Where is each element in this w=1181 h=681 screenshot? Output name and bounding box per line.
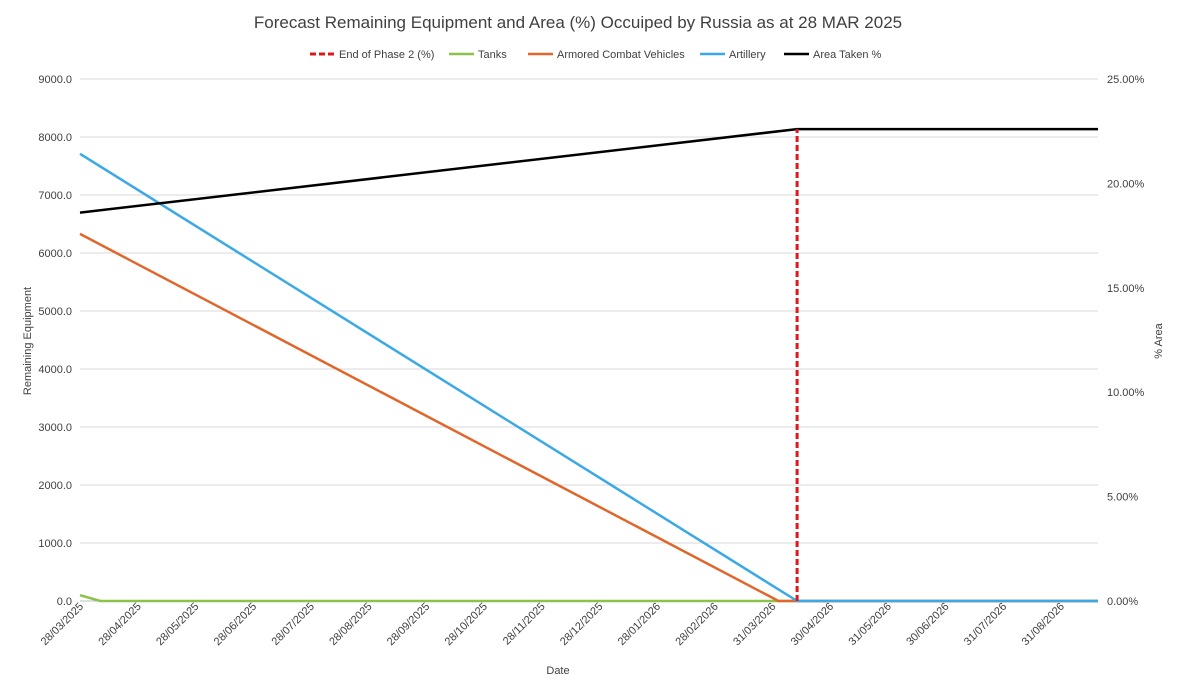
legend-label: End of Phase 2 (%) bbox=[339, 49, 434, 61]
y-tick-label: 7000.0 bbox=[38, 190, 72, 202]
x-tick-label: 28/08/2025 bbox=[327, 601, 374, 648]
y-tick-label: 1000.0 bbox=[38, 538, 72, 550]
x-tick-label: 28/04/2025 bbox=[96, 601, 143, 648]
x-tick-label: 30/04/2026 bbox=[789, 601, 836, 648]
chart-title: Forecast Remaining Equipment and Area (%… bbox=[254, 13, 902, 32]
x-tick-label: 31/08/2026 bbox=[1020, 601, 1067, 648]
x-tick-label: 31/03/2026 bbox=[731, 601, 778, 648]
x-axis-ticks: 28/03/2025 28/04/2025 28/05/2025 28/06/2025… bbox=[39, 601, 1067, 648]
series-group bbox=[79, 127, 1098, 603]
legend: End of Phase 2 (%) Tanks Armored Combat Ve… bbox=[310, 49, 882, 61]
series-line-artillery bbox=[79, 152, 1098, 603]
x-tick-label: 28/06/2025 bbox=[212, 601, 259, 648]
legend-label: Tanks bbox=[478, 49, 507, 61]
x-tick-label: 28/02/2026 bbox=[673, 601, 720, 648]
y2-tick-label: 15.00% bbox=[1107, 283, 1145, 295]
x-tick-label: 28/07/2025 bbox=[270, 601, 317, 648]
series-line-area-taken bbox=[79, 127, 1098, 214]
x-tick-label: 28/11/2025 bbox=[501, 601, 548, 648]
x-tick-label: 30/06/2026 bbox=[904, 601, 951, 648]
legend-label: Artillery bbox=[729, 49, 766, 61]
gridlines bbox=[80, 78, 1098, 602]
x-tick-label: 28/10/2025 bbox=[443, 601, 490, 648]
y-axis-ticks: 0.0 1000.0 2000.0 3000.0 4000.0 5000.0 6000.0 7… bbox=[38, 74, 72, 608]
x-tick-label: 28/01/2026 bbox=[616, 601, 663, 648]
y-tick-label: 2000.0 bbox=[38, 480, 72, 492]
y-tick-label: 5000.0 bbox=[38, 306, 72, 318]
y-tick-label: 6000.0 bbox=[38, 248, 72, 260]
y-tick-label: 3000.0 bbox=[38, 422, 72, 434]
legend-label: Armored Combat Vehicles bbox=[557, 49, 685, 61]
x-tick-label: 28/09/2025 bbox=[385, 601, 432, 648]
y2-tick-label: 20.00% bbox=[1107, 178, 1145, 190]
y2-tick-label: 5.00% bbox=[1107, 492, 1138, 504]
x-tick-label: 28/12/2025 bbox=[558, 601, 605, 648]
y-tick-label: 8000.0 bbox=[38, 132, 72, 144]
series-line-armored-combat-vehicles bbox=[79, 232, 1098, 603]
y-tick-label: 0.0 bbox=[57, 596, 72, 608]
x-tick-label: 28/05/2025 bbox=[154, 601, 201, 648]
x-tick-label: 31/05/2026 bbox=[847, 601, 894, 648]
y-axis-title: Remaining Equipment bbox=[22, 287, 34, 395]
x-tick-label: 31/07/2026 bbox=[962, 601, 1009, 648]
x-axis-title: Date bbox=[546, 665, 569, 677]
y2-tick-label: 0.00% bbox=[1107, 596, 1138, 608]
y2-tick-label: 25.00% bbox=[1107, 74, 1145, 86]
y2-tick-label: 10.00% bbox=[1107, 387, 1145, 399]
legend-label: Area Taken % bbox=[813, 49, 882, 61]
y-tick-label: 4000.0 bbox=[38, 364, 72, 376]
y-tick-label: 9000.0 bbox=[38, 74, 72, 86]
y2-axis-title: % Area bbox=[1153, 322, 1165, 358]
y2-axis-ticks: 0.00% 5.00% 10.00% 15.00% 20.00% 25.00% bbox=[1107, 74, 1145, 608]
